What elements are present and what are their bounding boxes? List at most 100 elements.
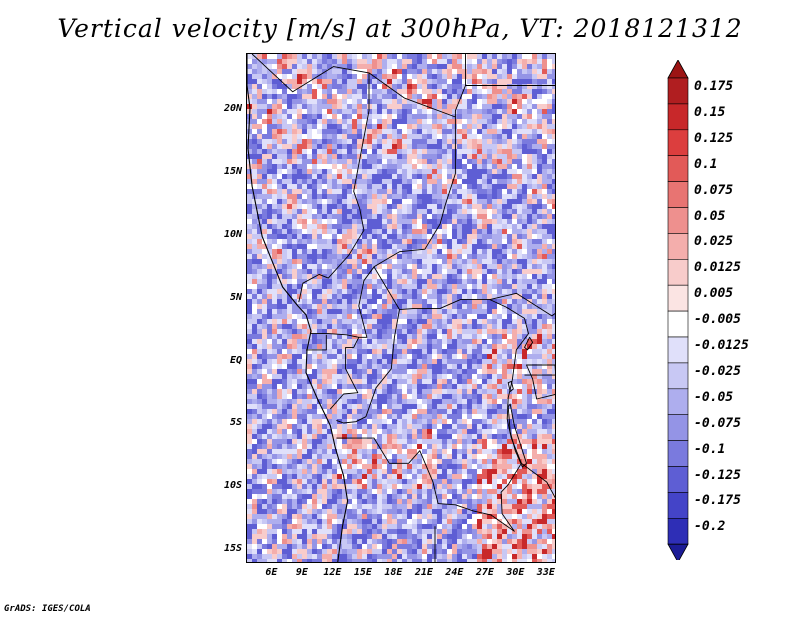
field-cell: [342, 129, 347, 134]
field-cell: [297, 429, 302, 434]
field-cell: [397, 89, 402, 94]
field-cell: [487, 379, 492, 384]
field-cell: [302, 149, 307, 154]
field-cell: [472, 304, 477, 309]
field-cell: [422, 299, 427, 304]
field-cell: [462, 334, 467, 339]
field-cell: [537, 309, 542, 314]
field-cell: [537, 79, 542, 84]
field-cell: [527, 409, 532, 414]
field-cell: [312, 299, 317, 304]
field-cell: [357, 119, 362, 124]
field-cell: [532, 344, 537, 349]
field-cell: [522, 144, 527, 149]
field-cell: [377, 114, 382, 119]
field-cell: [497, 134, 502, 139]
field-cell: [312, 129, 317, 134]
field-cell: [422, 324, 427, 329]
field-cell: [492, 449, 497, 454]
field-cell: [342, 74, 347, 79]
field-cell: [277, 389, 282, 394]
field-cell: [402, 329, 407, 334]
field-cell: [452, 289, 457, 294]
field-cell: [472, 149, 477, 154]
field-cell: [317, 329, 322, 334]
field-cell: [282, 304, 287, 309]
field-cell: [352, 374, 357, 379]
field-cell: [447, 224, 452, 229]
field-cell: [332, 384, 337, 389]
field-cell: [452, 259, 457, 264]
field-cell: [392, 309, 397, 314]
field-cell: [392, 304, 397, 309]
field-cell: [267, 299, 272, 304]
field-cell: [472, 114, 477, 119]
field-cell: [372, 429, 377, 434]
field-cell: [377, 94, 382, 99]
field-cell: [262, 284, 267, 289]
field-cell: [372, 209, 377, 214]
field-cell: [422, 244, 427, 249]
field-cell: [292, 189, 297, 194]
field-cell: [412, 154, 417, 159]
field-cell: [272, 254, 277, 259]
field-cell: [512, 139, 517, 144]
field-cell: [457, 89, 462, 94]
field-cell: [307, 454, 312, 459]
field-cell: [522, 254, 527, 259]
field-cell: [477, 364, 482, 369]
field-cell: [247, 254, 252, 259]
field-cell: [302, 59, 307, 64]
field-cell: [497, 254, 502, 259]
field-cell: [427, 324, 432, 329]
field-cell: [462, 304, 467, 309]
field-cell: [462, 374, 467, 379]
field-cell: [517, 444, 522, 449]
field-cell: [332, 344, 337, 349]
field-cell: [457, 329, 462, 334]
field-cell: [312, 409, 317, 414]
field-cell: [522, 314, 527, 319]
field-cell: [517, 129, 522, 134]
field-cell: [347, 109, 352, 114]
field-cell: [502, 59, 507, 64]
field-cell: [397, 54, 402, 59]
field-cell: [327, 84, 332, 89]
field-cell: [462, 379, 467, 384]
field-cell: [297, 109, 302, 114]
field-cell: [547, 224, 552, 229]
field-cell: [507, 269, 512, 274]
field-cell: [367, 234, 372, 239]
field-cell: [337, 254, 342, 259]
field-cell: [382, 64, 387, 69]
field-cell: [322, 339, 327, 344]
field-cell: [312, 454, 317, 459]
field-cell: [277, 304, 282, 309]
field-cell: [352, 264, 357, 269]
field-cell: [252, 289, 257, 294]
field-cell: [537, 339, 542, 344]
field-cell: [357, 244, 362, 249]
field-cell: [342, 154, 347, 159]
field-cell: [407, 324, 412, 329]
field-cell: [312, 124, 317, 129]
field-cell: [547, 104, 552, 109]
field-cell: [532, 444, 537, 449]
field-cell: [532, 414, 537, 419]
field-cell: [427, 424, 432, 429]
field-cell: [517, 229, 522, 234]
field-cell: [502, 394, 507, 399]
field-cell: [257, 379, 262, 384]
field-cell: [427, 249, 432, 254]
field-cell: [477, 404, 482, 409]
field-cell: [327, 179, 332, 184]
field-cell: [522, 214, 527, 219]
field-cell: [302, 224, 307, 229]
field-cell: [332, 219, 337, 224]
field-cell: [522, 399, 527, 404]
field-cell: [342, 119, 347, 124]
field-cell: [492, 159, 497, 164]
field-cell: [402, 349, 407, 354]
field-cell: [487, 314, 492, 319]
field-cell: [452, 314, 457, 319]
